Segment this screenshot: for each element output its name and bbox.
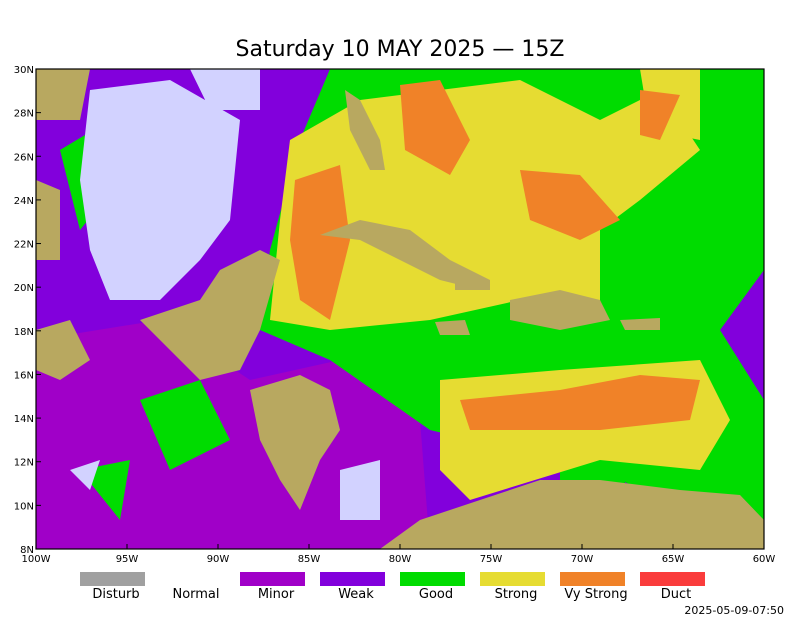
legend-swatch <box>80 572 145 586</box>
legend-label: Good <box>419 587 453 602</box>
legend-label: Duct <box>661 587 692 602</box>
lon-label: 85W <box>298 554 321 565</box>
legend-swatch <box>480 572 545 586</box>
lon-label: 65W <box>662 554 685 565</box>
lon-label: 75W <box>480 554 503 565</box>
legend-label: Minor <box>258 587 295 602</box>
lon-label: 80W <box>389 554 412 565</box>
lon-label: 60W <box>753 554 776 565</box>
legend-swatch <box>320 572 385 586</box>
legend-label: Strong <box>495 587 538 602</box>
lat-label: 10N <box>14 501 34 512</box>
legend-swatch <box>400 572 465 586</box>
lat-label: 24N <box>14 196 34 207</box>
legend-label: Disturb <box>92 587 139 602</box>
legend-swatch <box>560 572 625 586</box>
lat-label: 12N <box>14 458 34 469</box>
lon-label: 100W <box>22 554 51 565</box>
lon-label: 70W <box>571 554 594 565</box>
legend-label: Normal <box>172 587 219 602</box>
legend-swatch <box>240 572 305 586</box>
lon-label: 90W <box>207 554 230 565</box>
lat-label: 14N <box>14 414 34 425</box>
lon-label: 95W <box>116 554 139 565</box>
axes: 100W 95W 90W 85W 80W 75W 70W 65W 60W 30N 28N 26N 24N… <box>14 65 776 565</box>
legend-label: Weak <box>338 587 374 602</box>
lat-label: 26N <box>14 152 34 163</box>
lat-label: 20N <box>14 283 34 294</box>
lat-label: 16N <box>14 370 34 381</box>
lat-label: 28N <box>14 109 34 120</box>
legend-swatch <box>640 572 705 586</box>
lat-label: 18N <box>14 327 34 338</box>
map-field <box>36 69 764 549</box>
map-title: Saturday 10 MAY 2025 — 15Z <box>236 37 565 62</box>
lat-label: 30N <box>14 65 34 76</box>
legend: Disturb Normal Minor Weak Good Strong Vy Stron… <box>80 572 705 602</box>
lat-label: 8N <box>20 545 34 556</box>
timestamp: 2025-05-09-07:50 <box>684 604 784 617</box>
lat-label: 22N <box>14 240 34 251</box>
legend-label: Vy Strong <box>564 587 627 602</box>
